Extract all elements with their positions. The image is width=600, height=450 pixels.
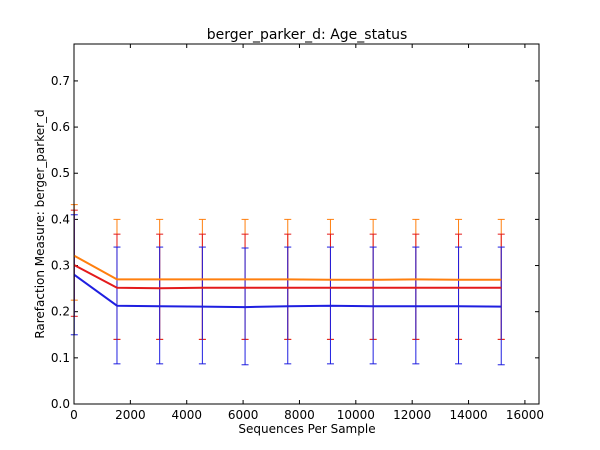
x-tick-label: 10000 xyxy=(337,408,375,422)
x-tick-label: 12000 xyxy=(393,408,431,422)
x-tick-label: 2000 xyxy=(115,408,146,422)
y-tick-label: 0.3 xyxy=(51,259,70,273)
x-axis-label: Sequences Per Sample xyxy=(238,422,375,436)
series-line xyxy=(73,254,502,281)
x-tick-label: 14000 xyxy=(449,408,487,422)
x-tick-label: 6000 xyxy=(228,408,259,422)
y-tick-label: 0.5 xyxy=(51,166,70,180)
x-tick-label: 8000 xyxy=(284,408,315,422)
x-tick-label: 4000 xyxy=(171,408,202,422)
y-tick-label: 0.6 xyxy=(51,120,70,134)
series-line xyxy=(73,264,502,290)
y-tick-label: 0.1 xyxy=(51,351,70,365)
y-tick-label: 0.7 xyxy=(51,74,70,88)
chart-title: berger_parker_d: Age_status xyxy=(207,27,408,43)
plot-area: 0 2000 4000 6000 8000 10000 12000 14000 16000 0.0… xyxy=(51,44,544,422)
y-tick-label: 0.2 xyxy=(51,305,70,319)
plot-frame xyxy=(73,43,540,405)
x-tick-label: 0 xyxy=(70,408,78,422)
x-tick-label: 16000 xyxy=(506,408,544,422)
series-line xyxy=(73,273,502,309)
y-tick-label: 0.0 xyxy=(51,397,70,411)
y-axis-label: Rarefaction Measure: berger_parker_d xyxy=(33,109,47,338)
y-tick-label: 0.4 xyxy=(51,212,70,226)
